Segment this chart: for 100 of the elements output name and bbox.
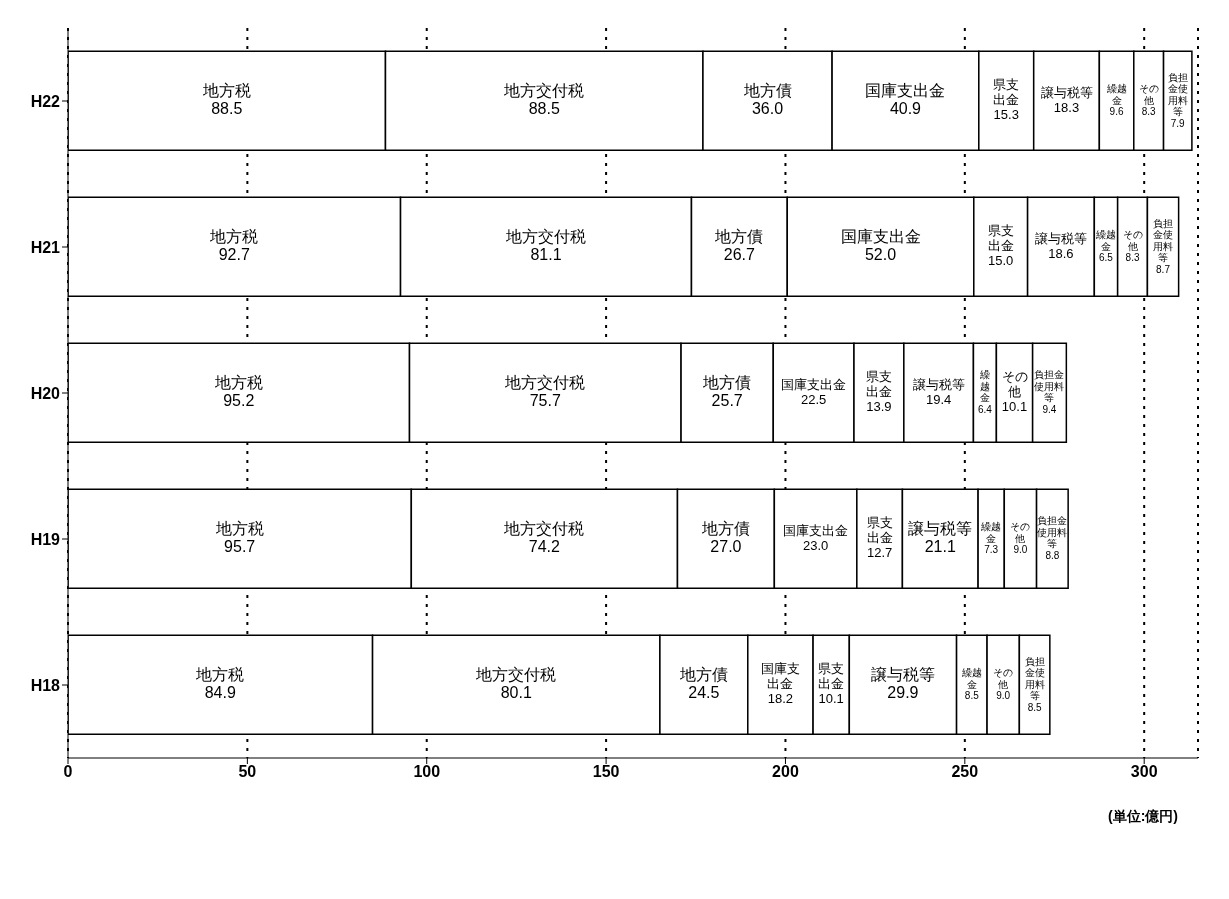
data-label: 6.5: [1099, 252, 1114, 263]
y-tick-label: H18: [30, 676, 61, 694]
data-label: 7.9: [1170, 117, 1186, 129]
data-label: 40.9: [889, 100, 922, 118]
data-label: 9.6: [1109, 106, 1124, 117]
data-label: 19.4: [925, 391, 952, 407]
text: 地方税: [196, 665, 245, 683]
data-label: 8.8: [1045, 549, 1060, 561]
data-label: 81.1: [530, 246, 562, 264]
data-label: 95.2: [223, 392, 255, 410]
text: その他: [993, 667, 1014, 690]
data-label: 74.2: [528, 538, 561, 556]
data-label: 8.3: [1141, 106, 1157, 117]
text: 負担金使用料等: [1034, 369, 1065, 404]
data-label: 22.5: [800, 391, 827, 407]
data-label: 95.7: [224, 538, 256, 556]
data-label: 18.3: [1053, 99, 1080, 115]
data-label: 15.3: [993, 107, 1019, 123]
text: その他: [1122, 229, 1143, 252]
series-label: 譲与税等: [908, 519, 973, 537]
data-label: 52.0: [864, 246, 897, 264]
data-label: 80.1: [500, 684, 532, 702]
data-label: 29.9: [887, 684, 919, 702]
text: 譲与税等: [1040, 84, 1093, 100]
x-tick-label: 300: [1130, 763, 1158, 781]
text: 地方交付税: [476, 665, 557, 683]
text: 地方税: [214, 373, 263, 391]
text: 地方交付税: [505, 373, 586, 391]
data-label: 18.6: [1048, 245, 1074, 261]
data-label: 15.0: [988, 253, 1014, 269]
x-tick-label: 200: [772, 763, 799, 781]
data-label: 24.5: [688, 684, 720, 702]
data-label: 10.1: [1001, 399, 1028, 415]
data-label: 12.7: [866, 545, 893, 561]
text: 地方債: [701, 519, 750, 537]
text: 負担金使用料等: [1153, 217, 1174, 263]
text: 県支出金: [865, 369, 892, 400]
x-tick-label: 100: [413, 763, 441, 781]
text: 繰越金: [979, 369, 990, 404]
data-label: 9.0: [1013, 544, 1028, 555]
text: 譲与税等: [870, 665, 935, 683]
data-label: 8.5: [964, 690, 980, 701]
data-label: 27.0: [710, 538, 742, 556]
text: 県支出金: [993, 77, 1020, 108]
text: 譲与税等: [912, 376, 965, 392]
text: その他: [1001, 369, 1028, 400]
series-label: 地方債: [678, 665, 728, 683]
data-label: 36.0: [751, 100, 784, 118]
data-label: 8.5: [1027, 701, 1042, 713]
data-label: 25.7: [711, 392, 743, 410]
text: 地方債: [743, 81, 792, 99]
text: 譲与税等: [1034, 230, 1087, 246]
data-label: 23.0: [802, 537, 829, 553]
series-label: 国庫支出金: [781, 376, 847, 392]
data-label: 88.5: [211, 100, 243, 118]
data-label: 26.7: [723, 246, 756, 264]
series-label: その他: [1138, 83, 1159, 106]
text: 国庫支出金: [760, 661, 800, 692]
text: 県支出金: [866, 515, 893, 546]
data-label: 88.5: [528, 100, 560, 118]
x-tick-label: 150: [592, 763, 620, 781]
data-label: 18.2: [767, 691, 794, 707]
text: 地方債: [715, 227, 764, 245]
data-label: 21.1: [924, 538, 956, 556]
data-label: 92.7: [218, 246, 250, 264]
x-tick-label: 0: [63, 763, 73, 781]
x-tick-label: 250: [951, 763, 979, 781]
data-label: 7.3: [984, 544, 999, 555]
text: 繰越金: [981, 521, 1002, 544]
y-tick-label: H21: [30, 238, 61, 256]
text: 繰越金: [1106, 83, 1127, 106]
series-label: 県支出金: [818, 661, 845, 692]
text: 国庫支出金: [783, 522, 849, 538]
y-tick-label: H19: [30, 530, 61, 548]
text: 県支出金: [987, 223, 1014, 254]
text: 地方交付税: [504, 81, 585, 99]
data-label: 9.0: [996, 690, 1011, 701]
text: 地方税: [202, 81, 251, 99]
y-tick-label: H20: [30, 384, 61, 402]
text: 地方債: [703, 373, 752, 391]
data-label: 10.1: [818, 691, 844, 707]
x-tick-label: 50: [238, 763, 257, 781]
data-label: 6.4: [977, 403, 993, 415]
text: 負担金使用料等: [1167, 71, 1188, 117]
data-label: 9.4: [1042, 403, 1057, 415]
text: 国庫支出金: [865, 81, 946, 99]
text: (単位:億円): [1107, 808, 1179, 826]
text: その他: [1010, 521, 1031, 544]
data-label: 13.9: [866, 399, 892, 415]
series-label: 地方税: [209, 227, 259, 245]
y-tick-label: H22: [30, 92, 61, 110]
data-label: 75.7: [529, 392, 561, 410]
series-label: 地方交付税: [505, 227, 587, 245]
series-label: 繰越金: [1094, 229, 1116, 252]
text: 地方税: [215, 519, 264, 537]
text: 地方交付税: [504, 519, 585, 537]
data-label: 8.7: [1156, 263, 1171, 275]
text: 国庫支出金: [840, 227, 921, 245]
text: 負担金使用料等: [1024, 655, 1045, 701]
text: 繰越金: [961, 667, 982, 690]
